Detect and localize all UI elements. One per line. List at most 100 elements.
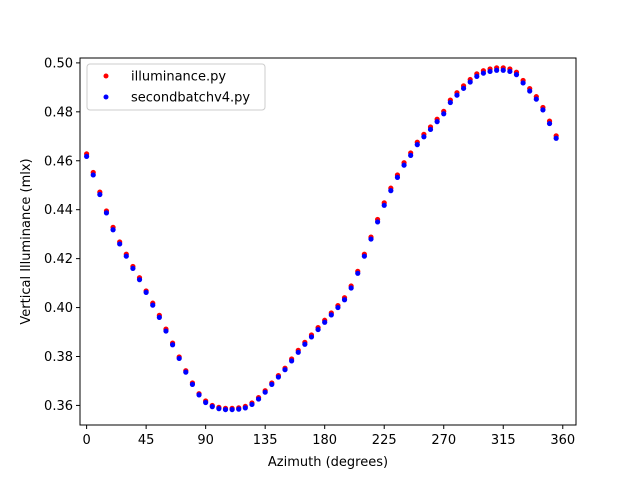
y-tick-label-2: 0.40	[44, 301, 73, 316]
point-series1-59	[474, 73, 480, 79]
point-series1-11	[156, 314, 162, 320]
point-series1-8	[136, 277, 143, 283]
y-tick-label-0: 0.36	[44, 399, 73, 414]
point-series1-20	[216, 406, 222, 412]
point-series1-67	[527, 88, 533, 94]
y-tick-label-4: 0.44	[44, 203, 73, 218]
x-axis: 0 45 90 135 180 225 270 315 360	[82, 425, 575, 448]
point-series1-40	[348, 285, 354, 291]
legend-box	[86, 63, 266, 111]
point-series1-6	[123, 253, 129, 259]
point-series1-70	[546, 120, 553, 127]
point-series1-39	[341, 297, 348, 303]
point-series1-46	[388, 188, 394, 194]
legend-marker-illuminance	[103, 73, 109, 79]
point-series1-26	[255, 396, 262, 402]
y-tick-label-1: 0.38	[44, 350, 73, 365]
point-series1-56	[454, 92, 460, 98]
point-series1-71	[553, 135, 559, 141]
point-series1-50	[414, 142, 420, 148]
point-series1-31	[289, 358, 295, 364]
point-series1-58	[467, 79, 473, 85]
point-series1-61	[487, 68, 493, 75]
point-series1-64	[507, 68, 513, 75]
point-series1-57	[460, 85, 467, 91]
point-series1-62	[494, 67, 500, 73]
point-series1-27	[262, 389, 268, 395]
point-series1-0	[84, 153, 90, 159]
point-series1-55	[447, 99, 453, 106]
point-series1-9	[143, 289, 149, 295]
point-series1-10	[150, 302, 156, 308]
point-series1-1	[90, 172, 96, 178]
point-series1-23	[236, 406, 242, 412]
y-tick-label-7: 0.50	[44, 56, 73, 71]
point-series1-42	[361, 253, 367, 259]
x-axis-label: Azimuth (degrees)	[268, 455, 388, 470]
x-tick-label-0: 0	[82, 433, 90, 448]
point-series1-44	[375, 219, 381, 225]
x-tick-label-5: 225	[372, 433, 397, 448]
point-series1-48	[401, 162, 407, 168]
point-series1-28	[269, 381, 275, 387]
point-series1-37	[328, 312, 334, 318]
point-series1-54	[441, 111, 447, 117]
y-axis-label: Vertical Illuminance (mlx)	[19, 158, 34, 324]
y-tick-label-6: 0.48	[44, 105, 73, 120]
point-series1-7	[130, 265, 136, 272]
point-series1-38	[335, 304, 341, 311]
point-series1-53	[434, 119, 440, 125]
point-series1-45	[381, 202, 387, 208]
point-series1-19	[209, 404, 215, 410]
point-series1-41	[355, 270, 361, 276]
point-series1-43	[368, 236, 374, 242]
point-series1-34	[308, 334, 315, 340]
x-tick-label-6: 270	[431, 433, 456, 448]
point-series1-63	[500, 67, 506, 73]
point-series1-52	[427, 126, 434, 133]
point-series1-49	[408, 152, 414, 158]
point-series1-33	[302, 341, 308, 347]
point-series1-12	[163, 328, 169, 334]
legend: illuminance.py secondbatchv4.py	[86, 63, 266, 111]
point-series1-5	[117, 241, 123, 247]
point-series1-29	[275, 374, 281, 380]
point-series1-14	[176, 355, 182, 362]
x-tick-label-2: 90	[197, 433, 214, 448]
legend-marker-secondbatchv4	[103, 94, 109, 100]
point-series1-18	[203, 399, 209, 406]
point-series1-3	[103, 210, 110, 216]
point-series1-17	[196, 392, 202, 398]
point-series1-35	[315, 326, 321, 333]
point-series1-15	[183, 369, 189, 375]
y-tick-label-3: 0.42	[44, 252, 73, 267]
x-tick-label-4: 180	[312, 433, 337, 448]
x-tick-label-1: 45	[138, 433, 155, 448]
point-series1-22	[229, 406, 235, 413]
point-series1-2	[97, 191, 103, 198]
point-series1-65	[513, 72, 520, 78]
point-series1-4	[110, 227, 116, 233]
x-tick-label-8: 360	[550, 433, 575, 448]
y-tick-label-5: 0.46	[44, 154, 73, 169]
point-series1-30	[282, 367, 288, 373]
point-series1-69	[540, 107, 546, 113]
point-series1-36	[322, 319, 328, 325]
point-series1-25	[249, 401, 255, 408]
point-series1-47	[394, 174, 401, 180]
point-series1-21	[222, 406, 229, 413]
point-series1-51	[421, 134, 427, 140]
point-series1-60	[480, 70, 487, 76]
point-series1-24	[242, 405, 248, 411]
plot-frame	[79, 57, 577, 426]
point-series1-32	[295, 349, 301, 355]
legend-label-illuminance: illuminance.py	[131, 70, 226, 85]
legend-label-secondbatchv4: secondbatchv4.py	[131, 91, 250, 106]
point-series1-16	[189, 381, 196, 387]
y-axis: 0.36 0.38 0.40 0.42 0.44 0.46 0.48 0.50	[44, 56, 80, 414]
point-series1-66	[520, 80, 526, 86]
point-series1-68	[533, 96, 539, 102]
point-series1-13	[169, 342, 176, 348]
points-layer	[84, 65, 559, 413]
x-tick-label-3: 135	[253, 433, 278, 448]
